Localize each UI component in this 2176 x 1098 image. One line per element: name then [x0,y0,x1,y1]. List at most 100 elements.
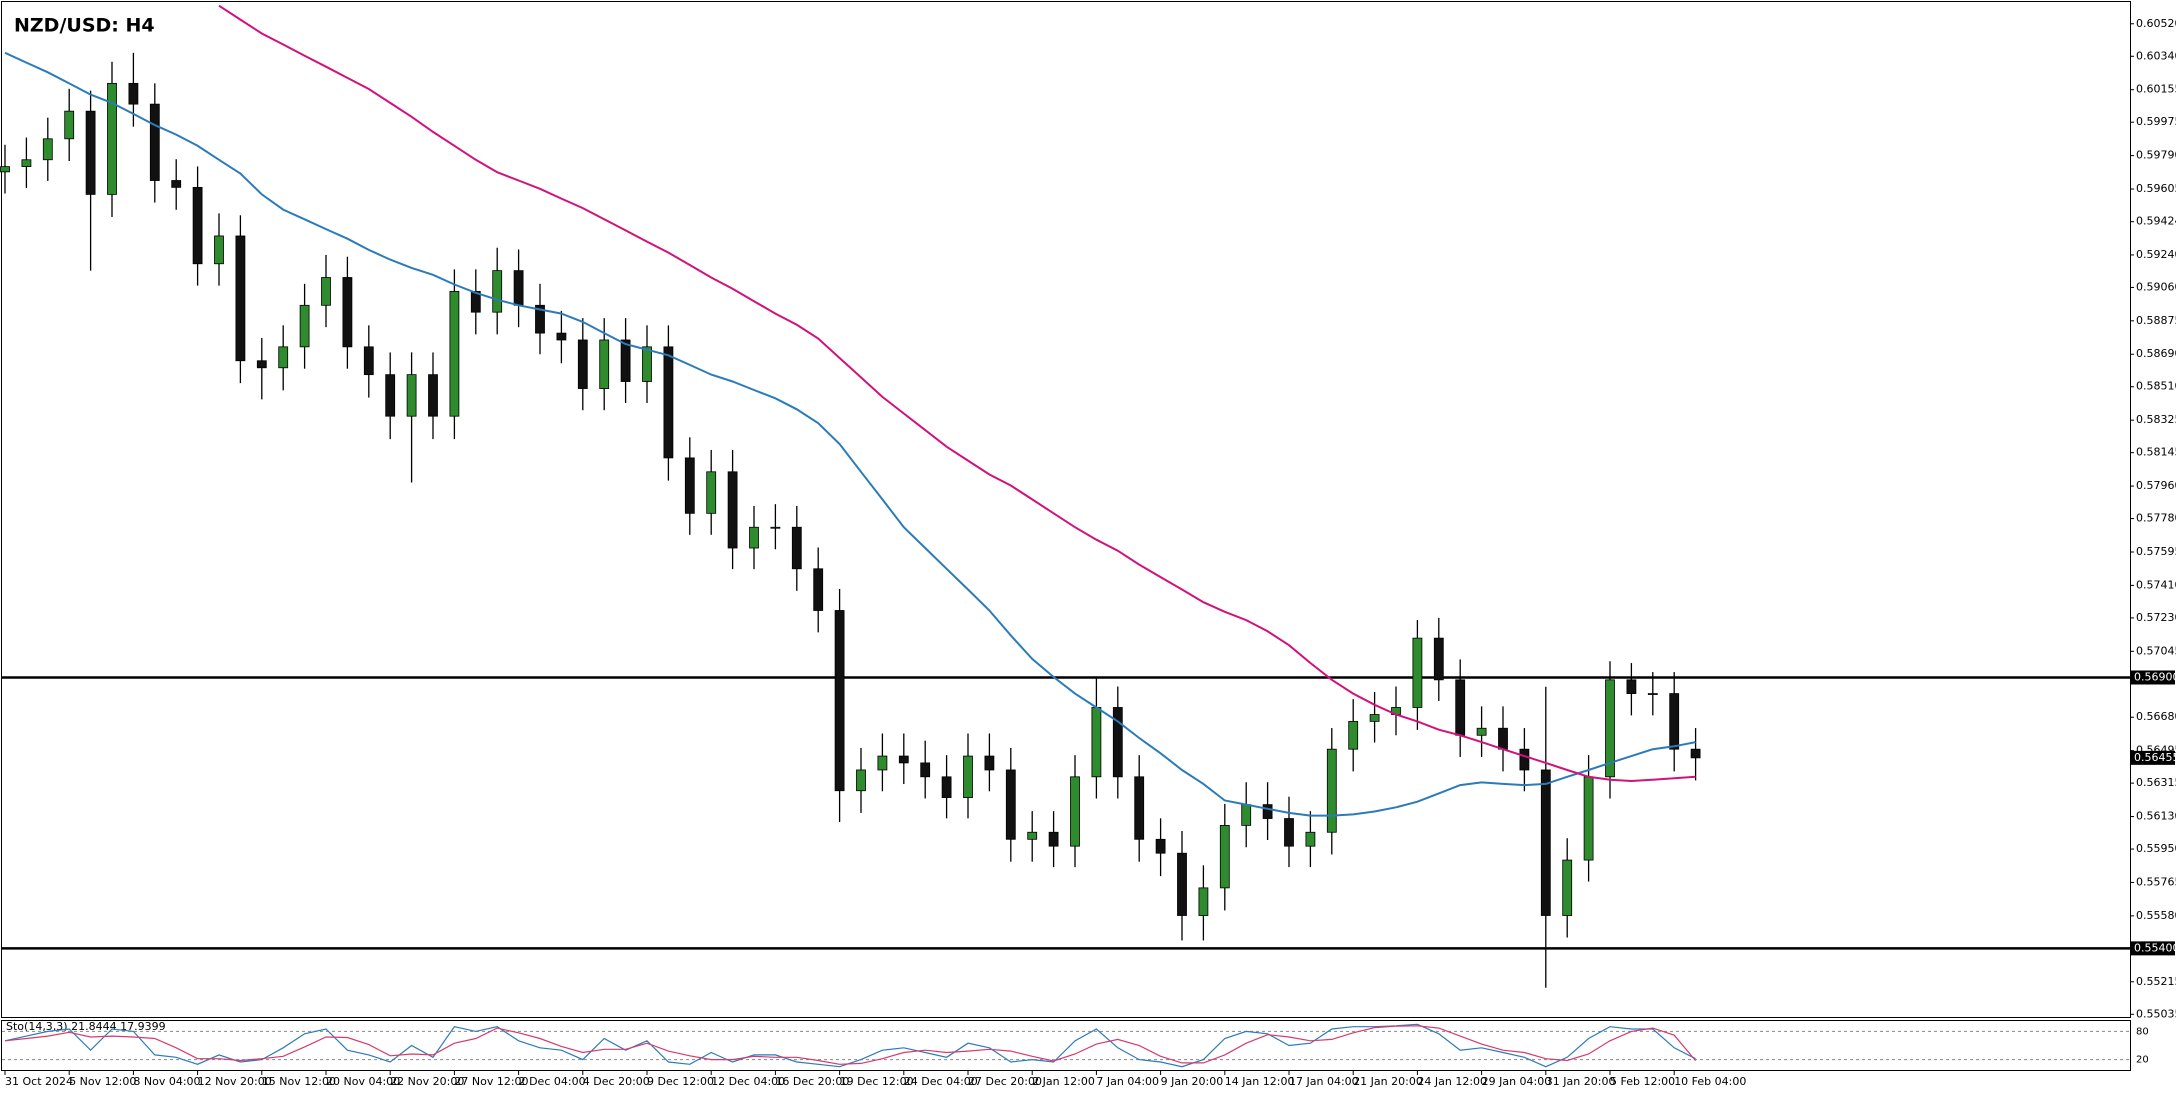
candle-body [406,374,417,417]
candle-body [256,360,267,369]
candle-body [1433,637,1444,681]
candle-body [706,471,717,514]
candle-body [791,526,802,570]
candle-body [21,159,32,168]
candle-body [1219,824,1230,889]
candle-body [1091,707,1102,778]
price-label: 0.56455 [2134,751,2176,764]
x-tick-label: 12 Nov 20:00 [198,1075,272,1088]
candle-body [235,235,246,362]
x-tick-label: 15 Nov 12:00 [262,1075,336,1088]
candle-body [1241,804,1252,826]
y-tick-label: 0.55035 [2136,1007,2176,1020]
candle-body [684,457,695,514]
candle-body [492,270,503,313]
indicator-label: Sto(14,3,3) 21.8444 17.9399 [6,1020,166,1033]
indicator-frame [1,1020,2131,1071]
candle-body [1348,720,1359,750]
stoch-tick-label: 20 [2136,1055,2149,1066]
y-tick-label: 0.58875 [2136,314,2176,327]
candle-body [963,755,973,798]
candle-body [299,304,310,348]
stoch-line [4,1023,1696,1068]
candle-body [1284,818,1294,847]
y-tick-label: 0.58325 [2136,413,2176,426]
candle-body [1326,748,1337,833]
candle-body [1005,769,1016,840]
candle-body [449,290,460,417]
candle-body [920,762,931,778]
level-label-box [2131,941,2175,956]
stoch-line [4,1025,1697,1065]
level-label: 0.56900 [2134,670,2176,683]
x-tick-label: 29 Jan 04:00 [1482,1075,1552,1088]
candle-body [192,186,203,265]
candle-body [1412,637,1423,708]
x-tick-label: 5 Feb 12:00 [1610,1075,1675,1088]
candle-body [1134,776,1145,840]
candle-body [214,235,224,265]
level-label-box [2131,670,2175,685]
x-tick-label: 9 Dec 12:00 [647,1075,714,1088]
moving-average [4,51,1696,817]
candle-body [642,346,652,382]
x-tick-label: 12 Dec 04:00 [711,1075,785,1088]
candle-body [1540,769,1551,916]
candle-body [1369,714,1380,722]
candle-body [342,277,353,348]
y-tick-label: 0.60155 [2136,83,2176,96]
y-tick-label: 0.59605 [2136,182,2176,195]
candle-body [1177,852,1187,916]
candle-body [1305,831,1316,847]
candle-body [898,755,909,764]
candle-body [1626,679,1637,694]
x-tick-label: 5 Nov 12:00 [69,1075,136,1088]
x-tick-label: 4 Dec 20:00 [583,1075,650,1088]
candle-body [1198,887,1209,916]
candle-body [128,82,139,105]
stoch-tick-label: 80 [2136,1026,2149,1037]
moving-average [218,4,1696,783]
candle-body [1070,776,1080,847]
y-tick-label: 0.55215 [2136,975,2176,988]
candle-body [941,776,952,798]
candle-body [42,138,53,161]
candle-body [663,346,674,459]
x-tick-label: 22 Nov 20:00 [390,1075,464,1088]
candle-body [64,110,75,140]
candle-body [107,82,117,195]
candle-body [620,339,631,382]
candle-body [149,103,160,181]
candle-body [513,270,524,306]
candle-body [1048,831,1059,847]
candle-body [85,110,96,195]
y-tick-label: 0.58145 [2136,446,2176,459]
price-label-box [2131,750,2175,765]
candle-body [1112,707,1123,778]
x-tick-label: 7 Jan 04:00 [1096,1075,1159,1088]
main-frame [1,1,2131,1018]
candle-body [577,339,588,389]
y-tick-label: 0.57045 [2136,644,2176,657]
x-tick-label: 21 Jan 20:00 [1353,1075,1423,1088]
y-tick-label: 0.57595 [2136,545,2176,558]
y-tick-label: 0.59424 [2136,215,2176,228]
candle-body [749,526,759,549]
candle-body [1583,776,1594,861]
y-tick-label: 0.56315 [2136,776,2176,789]
candle-body [1155,838,1166,854]
candle-body [0,166,10,173]
x-tick-label: 31 Jan 20:00 [1546,1075,1616,1088]
x-tick-label: 9 Jan 20:00 [1161,1075,1224,1088]
